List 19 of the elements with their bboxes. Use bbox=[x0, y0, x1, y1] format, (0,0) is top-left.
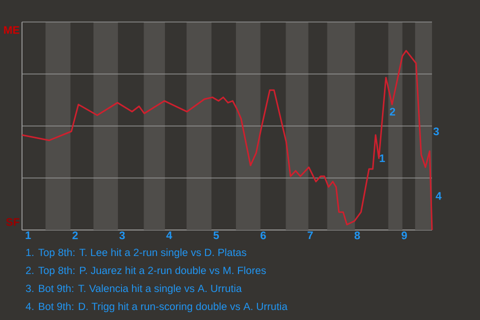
x-tick-label: 3 bbox=[119, 232, 125, 240]
x-tick-label: 9 bbox=[402, 232, 407, 240]
x-tick-label: 6 bbox=[260, 232, 266, 240]
annotation: 2 bbox=[390, 108, 396, 116]
text: ME bbox=[4, 26, 20, 34]
text: SF bbox=[6, 218, 20, 226]
text: 1. Top 8th: T. Lee hit a 2-run single vs D. Platas bbox=[26, 248, 246, 258]
text: 4. Bot 9th: D. Trigg hit a run-scoring double vs A. Urrutia bbox=[26, 302, 288, 312]
x-tick-label: 8 bbox=[354, 232, 360, 240]
x-tick-label: 4 bbox=[166, 232, 172, 240]
x-tick-label: 2 bbox=[72, 232, 78, 240]
text: 3. Bot 9th: T. Valencia hit a single vs A. Urrutia bbox=[26, 284, 242, 294]
annotation: 1 bbox=[380, 154, 385, 162]
x-tick-label: 5 bbox=[213, 232, 219, 240]
x-tick-label: 1 bbox=[26, 232, 31, 240]
text: 2. Top 8th: P. Juarez hit a 2-run double vs M. Flores bbox=[26, 266, 266, 276]
annotation: 4 bbox=[436, 192, 442, 200]
x-tick-label: 7 bbox=[308, 232, 313, 240]
annotation: 3 bbox=[433, 128, 439, 136]
